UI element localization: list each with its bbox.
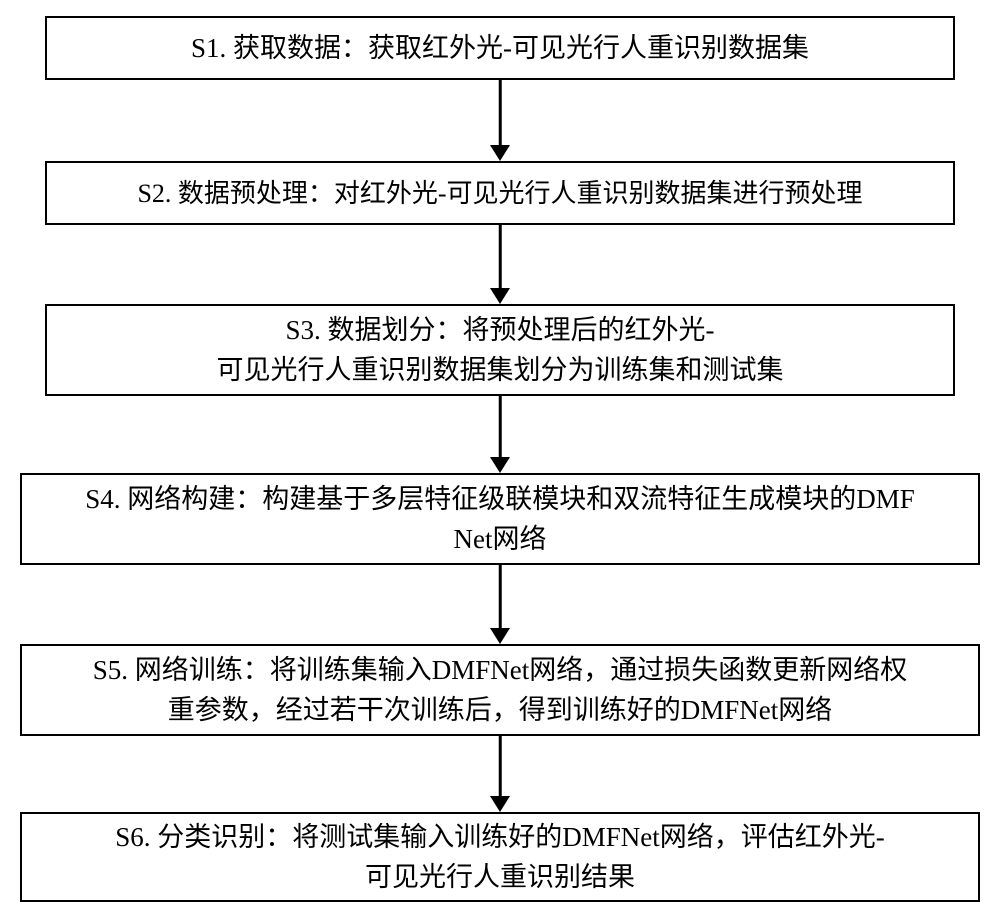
flowchart-container: S1. 获取数据：获取红外光-可见光行人重识别数据集 S2. 数据预处理：对红外…	[0, 0, 1000, 908]
step-s6: S6. 分类识别：将测试集输入训练好的DMFNet网络，评估红外光- 可见光行人…	[20, 812, 980, 902]
step-s4: S4. 网络构建：构建基于多层特征级联模块和双流特征生成模块的DMF Net网络	[20, 473, 980, 565]
step-s5: S5. 网络训练：将训练集输入DMFNet网络，通过损失函数更新网络权 重参数，…	[20, 644, 980, 736]
step-s1-label: S1. 获取数据：获取红外光-可见光行人重识别数据集	[191, 28, 809, 69]
step-s3-label: S3. 数据划分：将预处理后的红外光- 可见光行人重识别数据集划分为训练集和测试…	[217, 310, 784, 391]
step-s1: S1. 获取数据：获取红外光-可见光行人重识别数据集	[45, 16, 955, 80]
step-s3: S3. 数据划分：将预处理后的红外光- 可见光行人重识别数据集划分为训练集和测试…	[45, 304, 955, 396]
step-s6-label: S6. 分类识别：将测试集输入训练好的DMFNet网络，评估红外光- 可见光行人…	[115, 817, 885, 898]
step-s2-label: S2. 数据预处理：对红外光-可见光行人重识别数据集进行预处理	[137, 174, 862, 213]
step-s2: S2. 数据预处理：对红外光-可见光行人重识别数据集进行预处理	[45, 161, 955, 225]
step-s5-label: S5. 网络训练：将训练集输入DMFNet网络，通过损失函数更新网络权 重参数，…	[93, 650, 908, 731]
step-s4-label: S4. 网络构建：构建基于多层特征级联模块和双流特征生成模块的DMF Net网络	[85, 479, 915, 560]
